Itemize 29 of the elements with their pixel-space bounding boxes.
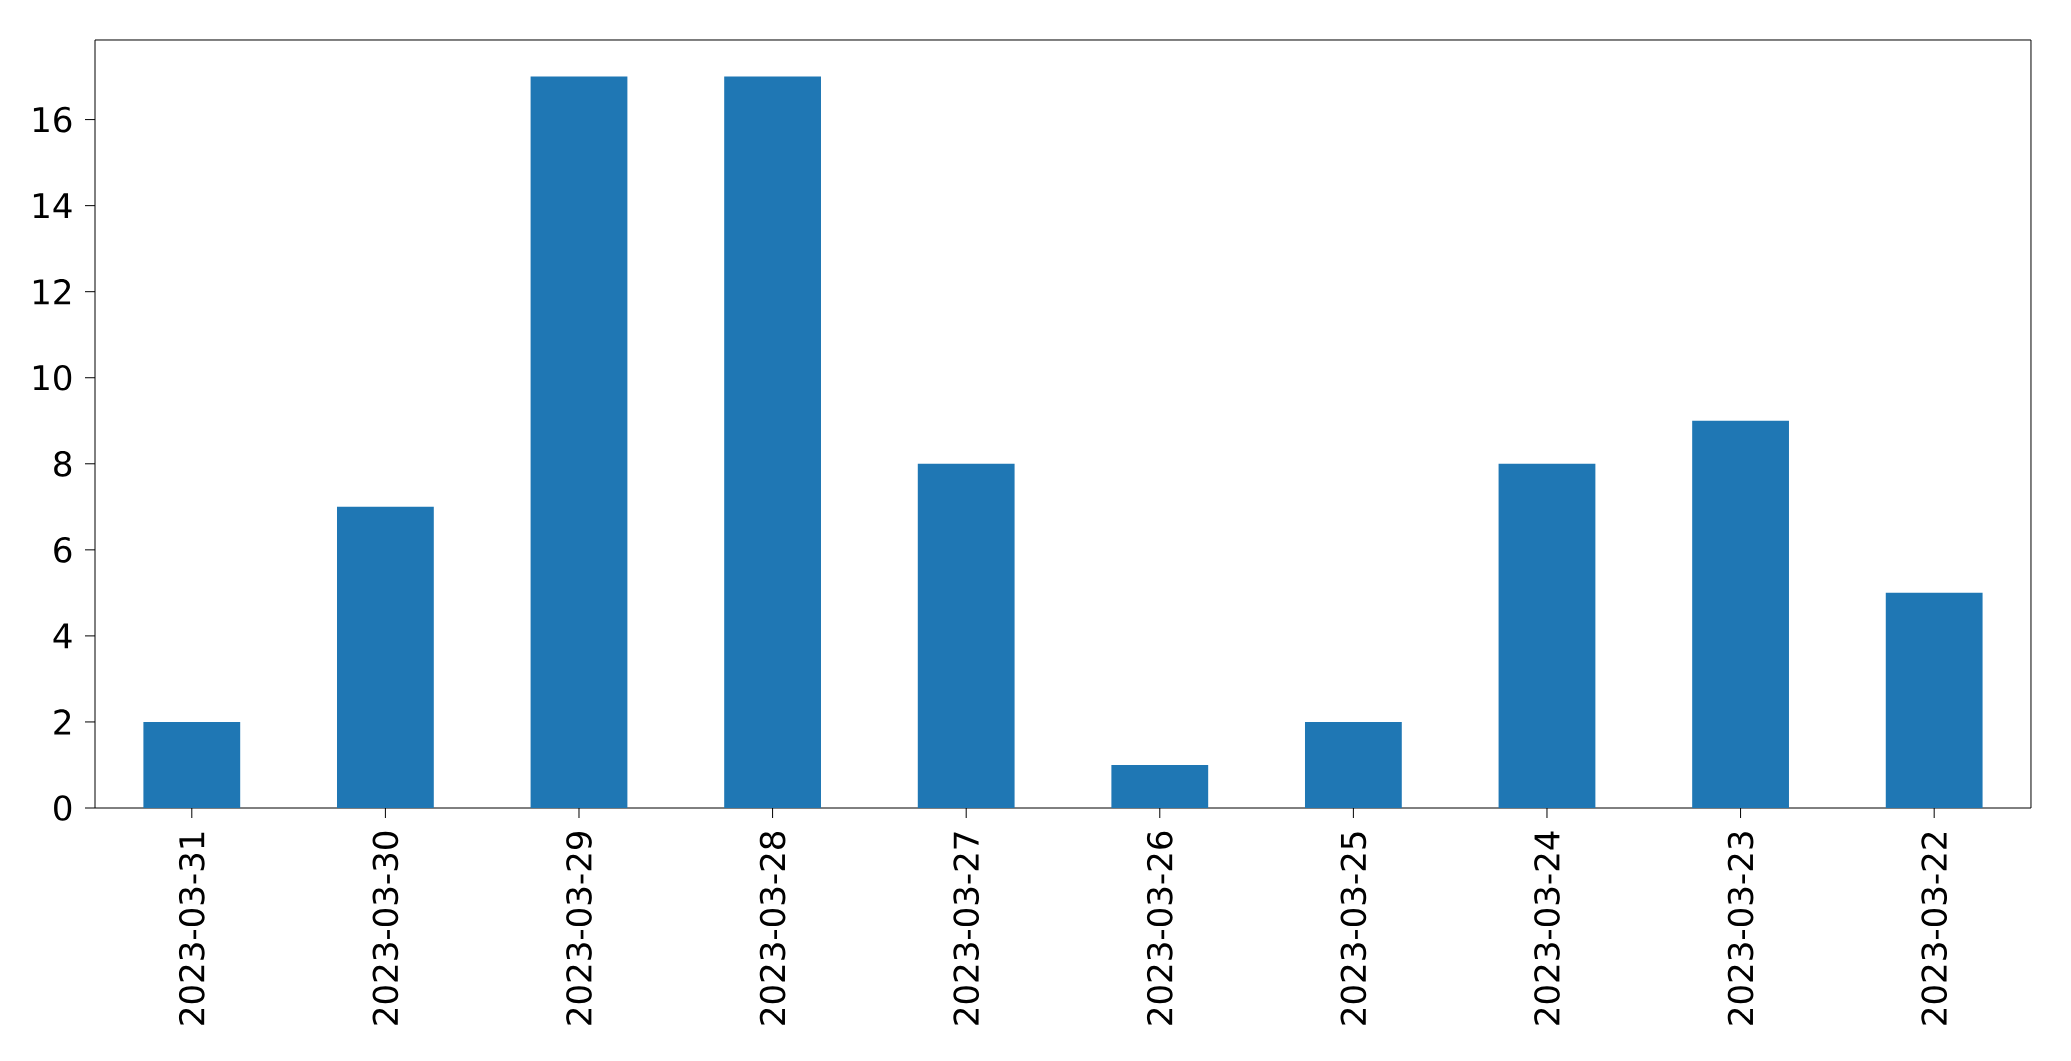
y-tick-label: 4 — [53, 623, 72, 649]
y-tick-label: 6 — [54, 536, 72, 563]
bar — [530, 76, 628, 808]
y-tick-label: 0 — [54, 795, 72, 821]
bar — [1304, 721, 1402, 808]
y-tick-label: 2 — [54, 709, 71, 735]
x-tick-label: 2023-03-29 — [566, 831, 592, 1025]
y-tick-label: 14 — [33, 193, 72, 219]
x-tick-label: 2023-03-28 — [759, 831, 786, 1025]
bar — [1111, 764, 1209, 808]
x-tick-label: 2023-03-22 — [1921, 832, 1948, 1025]
bar — [1498, 463, 1596, 808]
y-tick-label: 10 — [33, 364, 72, 391]
x-tick-label: 2023-03-25 — [1340, 832, 1367, 1025]
x-tick-label: 2023-03-27 — [953, 832, 980, 1025]
bar — [724, 76, 821, 808]
y-tick-label: 12 — [33, 279, 71, 305]
x-tick-label: 2023-03-30 — [372, 831, 399, 1025]
x-tick-label: 2023-03-31 — [178, 832, 205, 1025]
x-tick-label: 2023-03-26 — [1146, 831, 1173, 1025]
bar — [1692, 420, 1789, 808]
bar — [143, 721, 241, 808]
x-tick-label: 2023-03-24 — [1534, 831, 1560, 1025]
y-tick-label: 16 — [33, 106, 72, 133]
bar — [337, 506, 434, 808]
bar — [1885, 592, 1983, 808]
bar — [917, 463, 1015, 808]
y-tick-label: 8 — [54, 450, 72, 477]
x-tick-label: 2023-03-23 — [1727, 832, 1754, 1025]
